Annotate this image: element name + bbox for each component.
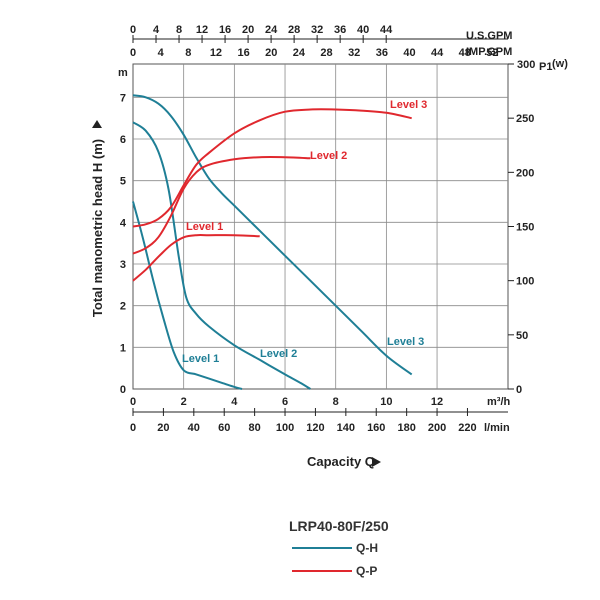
head-tick-label: 7 xyxy=(120,92,126,104)
usgpm-unit-label: U.S.GPM xyxy=(466,30,512,42)
x-axis-arrow-icon xyxy=(372,457,381,467)
lmin-tick-label: 100 xyxy=(276,422,294,434)
usgpm-tick-label: 44 xyxy=(380,24,393,36)
power-tick-label: 250 xyxy=(516,113,534,125)
qh-curve-level-3 xyxy=(132,94,413,376)
qh-curve-level-2 xyxy=(132,121,311,390)
impgpm-tick-label: 24 xyxy=(293,47,306,59)
usgpm-tick-label: 32 xyxy=(311,24,323,36)
qp-level3-label: Level 3 xyxy=(390,99,427,111)
qh-curve-level-1 xyxy=(132,201,243,390)
power-tick-label: 300 xyxy=(517,59,535,71)
impgpm-ticks: 0 4 8 12 16 20 24 28 32 36 40 44 48 52 xyxy=(130,47,499,59)
power-unit-sub-label: (w) xyxy=(552,58,568,70)
power-tick-label: 150 xyxy=(516,222,534,234)
head-tick-label: 0 xyxy=(120,384,126,396)
m3h-tick-label: 8 xyxy=(333,396,339,408)
qp-curve-level-1 xyxy=(132,234,260,282)
lmin-tick-label: 60 xyxy=(218,422,230,434)
impgpm-tick-label: 52 xyxy=(486,47,498,59)
qp-level2-label: Level 2 xyxy=(310,150,347,162)
head-tick-label: 2 xyxy=(120,301,126,313)
usgpm-tick-label: 40 xyxy=(357,24,369,36)
lmin-tick-label: 120 xyxy=(306,422,324,434)
head-tick-label: 6 xyxy=(120,134,126,146)
impgpm-tick-label: 40 xyxy=(403,47,415,59)
usgpm-tick-label: 20 xyxy=(242,24,254,36)
lmin-tick-label: 140 xyxy=(337,422,355,434)
m3h-tick-label: 2 xyxy=(181,396,187,408)
usgpm-tick-label: 36 xyxy=(334,24,346,36)
qh-level1-label: Level 1 xyxy=(182,353,219,365)
power-tick-label: 100 xyxy=(516,276,534,288)
lmin-tick-label: 160 xyxy=(367,422,385,434)
impgpm-tick-label: 32 xyxy=(348,47,360,59)
impgpm-tick-label: 16 xyxy=(237,47,249,59)
qp-curve-level-2 xyxy=(132,155,311,255)
lmin-tick-label: 80 xyxy=(248,422,260,434)
qp-curves xyxy=(132,108,412,282)
impgpm-tick-label: 28 xyxy=(320,47,332,59)
impgpm-tick-label: 0 xyxy=(130,47,136,59)
power-tick-label: 50 xyxy=(516,330,528,342)
head-tick-label: 5 xyxy=(120,176,126,188)
head-unit-label: m xyxy=(118,67,128,79)
m3h-tick-label: 12 xyxy=(431,396,443,408)
lmin-tick-label: 0 xyxy=(130,422,136,434)
usgpm-tick-label: 24 xyxy=(265,24,278,36)
power-ticks: 0 50 100 150 200 250 300 xyxy=(508,59,535,396)
m3h-tick-label: 4 xyxy=(231,396,238,408)
head-tick-label: 1 xyxy=(120,342,126,354)
qh-level2-label: Level 2 xyxy=(260,348,297,360)
usgpm-tick-label: 28 xyxy=(288,24,300,36)
m3h-ticks: 0 2 4 6 8 10 12 xyxy=(130,396,443,408)
head-ticks: 0 1 2 3 4 5 6 7 xyxy=(120,92,127,396)
usgpm-ticks: 0 4 8 12 16 20 24 28 32 36 40 44 xyxy=(130,24,393,43)
lmin-tick-label: 20 xyxy=(157,422,169,434)
grid xyxy=(133,38,508,413)
usgpm-tick-label: 16 xyxy=(219,24,231,36)
power-tick-label: 0 xyxy=(516,384,522,396)
x-axis-title: Capacity Q xyxy=(307,454,375,469)
y-axis-title: Total manometric head H (m) xyxy=(90,139,105,317)
qp-level1-label: Level 1 xyxy=(186,221,223,233)
lmin-ticks: 0 20 40 60 80 100 120 140 160 180 200 220 xyxy=(130,408,477,434)
lmin-tick-label: 200 xyxy=(428,422,446,434)
m3h-tick-label: 6 xyxy=(282,396,288,408)
lmin-tick-label: 180 xyxy=(397,422,415,434)
lmin-tick-label: 40 xyxy=(188,422,200,434)
head-tick-label: 3 xyxy=(120,259,126,271)
impgpm-tick-label: 8 xyxy=(185,47,191,59)
usgpm-tick-label: 8 xyxy=(176,24,182,36)
qh-curves xyxy=(132,94,413,390)
impgpm-unit-label: IMP.GPM xyxy=(466,46,512,58)
lmin-tick-label: 220 xyxy=(458,422,476,434)
impgpm-tick-label: 48 xyxy=(459,47,471,59)
impgpm-tick-label: 36 xyxy=(376,47,388,59)
m3h-tick-label: 0 xyxy=(130,396,136,408)
m3h-tick-label: 10 xyxy=(380,396,392,408)
legend-qh-label: Q-H xyxy=(356,541,378,555)
impgpm-tick-label: 20 xyxy=(265,47,277,59)
model-name: LRP40-80F/250 xyxy=(289,518,389,534)
impgpm-tick-label: 4 xyxy=(158,47,165,59)
legend-qp-label: Q-P xyxy=(356,564,377,578)
m3h-unit-label: m³/h xyxy=(487,396,511,408)
usgpm-tick-label: 12 xyxy=(196,24,208,36)
lmin-unit-label: l/min xyxy=(484,422,510,434)
power-tick-label: 200 xyxy=(516,167,534,179)
qp-curve-level-3 xyxy=(132,108,412,228)
usgpm-tick-label: 4 xyxy=(153,24,160,36)
head-tick-label: 4 xyxy=(120,217,127,229)
power-unit-label: P1 xyxy=(539,61,552,73)
y-axis-arrow-icon xyxy=(92,120,102,128)
qh-level3-label: Level 3 xyxy=(387,336,424,348)
usgpm-tick-label: 0 xyxy=(130,24,136,36)
impgpm-tick-label: 44 xyxy=(431,47,444,59)
impgpm-tick-label: 12 xyxy=(210,47,222,59)
